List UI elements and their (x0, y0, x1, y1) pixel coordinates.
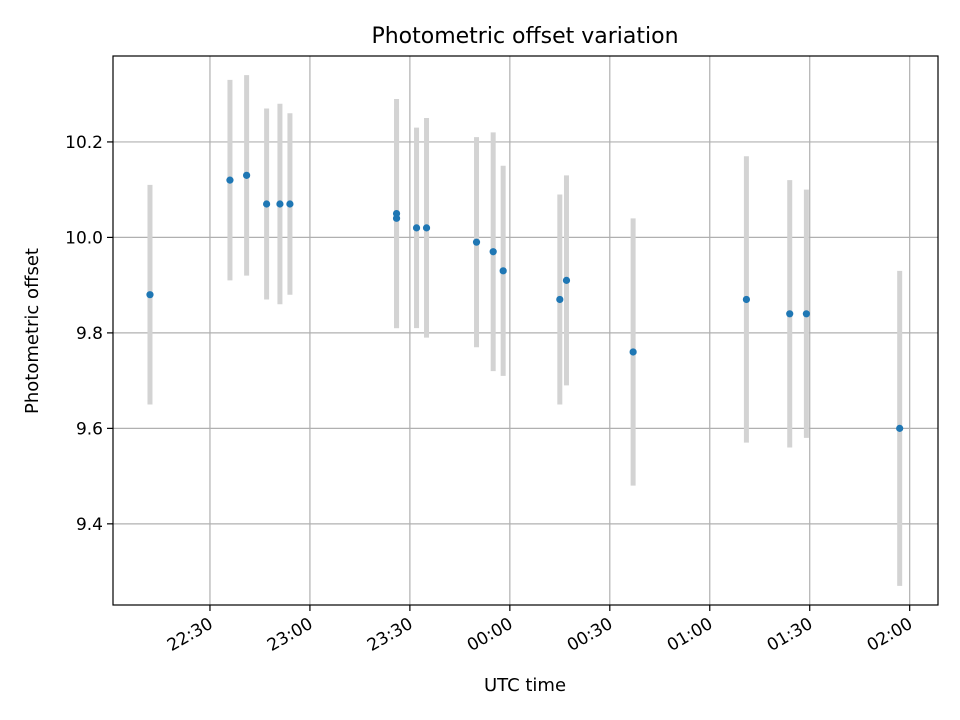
plot-frame (112, 55, 939, 606)
y-axis-label: Photometric offset (22, 248, 43, 414)
y-tick-label: 9.6 (76, 419, 103, 439)
data-point (562, 276, 571, 284)
data-points (146, 171, 904, 432)
data-point (146, 291, 154, 299)
y-tick-label: 9.8 (76, 324, 103, 344)
data-point (489, 248, 497, 256)
data-point (629, 348, 637, 356)
data-point (556, 295, 564, 304)
data-point (286, 200, 294, 208)
data-point (276, 200, 284, 208)
y-tick-label: 10.0 (65, 228, 103, 248)
data-point (802, 310, 810, 318)
data-point (472, 238, 481, 246)
data-point (742, 295, 751, 304)
grid-lines (113, 56, 938, 605)
data-point (263, 200, 271, 208)
data-point (243, 171, 251, 179)
y-tick-label: 9.4 (76, 515, 103, 535)
y-axis-ticks: 9.4 9.6 9.8 10.0 10.2 (65, 133, 113, 535)
x-axis-label: UTC time (484, 675, 566, 696)
data-point (786, 310, 794, 318)
chart-title: Photometric offset variation (371, 24, 678, 49)
data-point (896, 424, 904, 432)
data-point (422, 224, 431, 232)
data-point (392, 209, 401, 218)
data-point (412, 224, 421, 232)
y-tick-label: 10.2 (65, 133, 103, 153)
data-point (226, 176, 234, 184)
data-point (499, 267, 507, 275)
